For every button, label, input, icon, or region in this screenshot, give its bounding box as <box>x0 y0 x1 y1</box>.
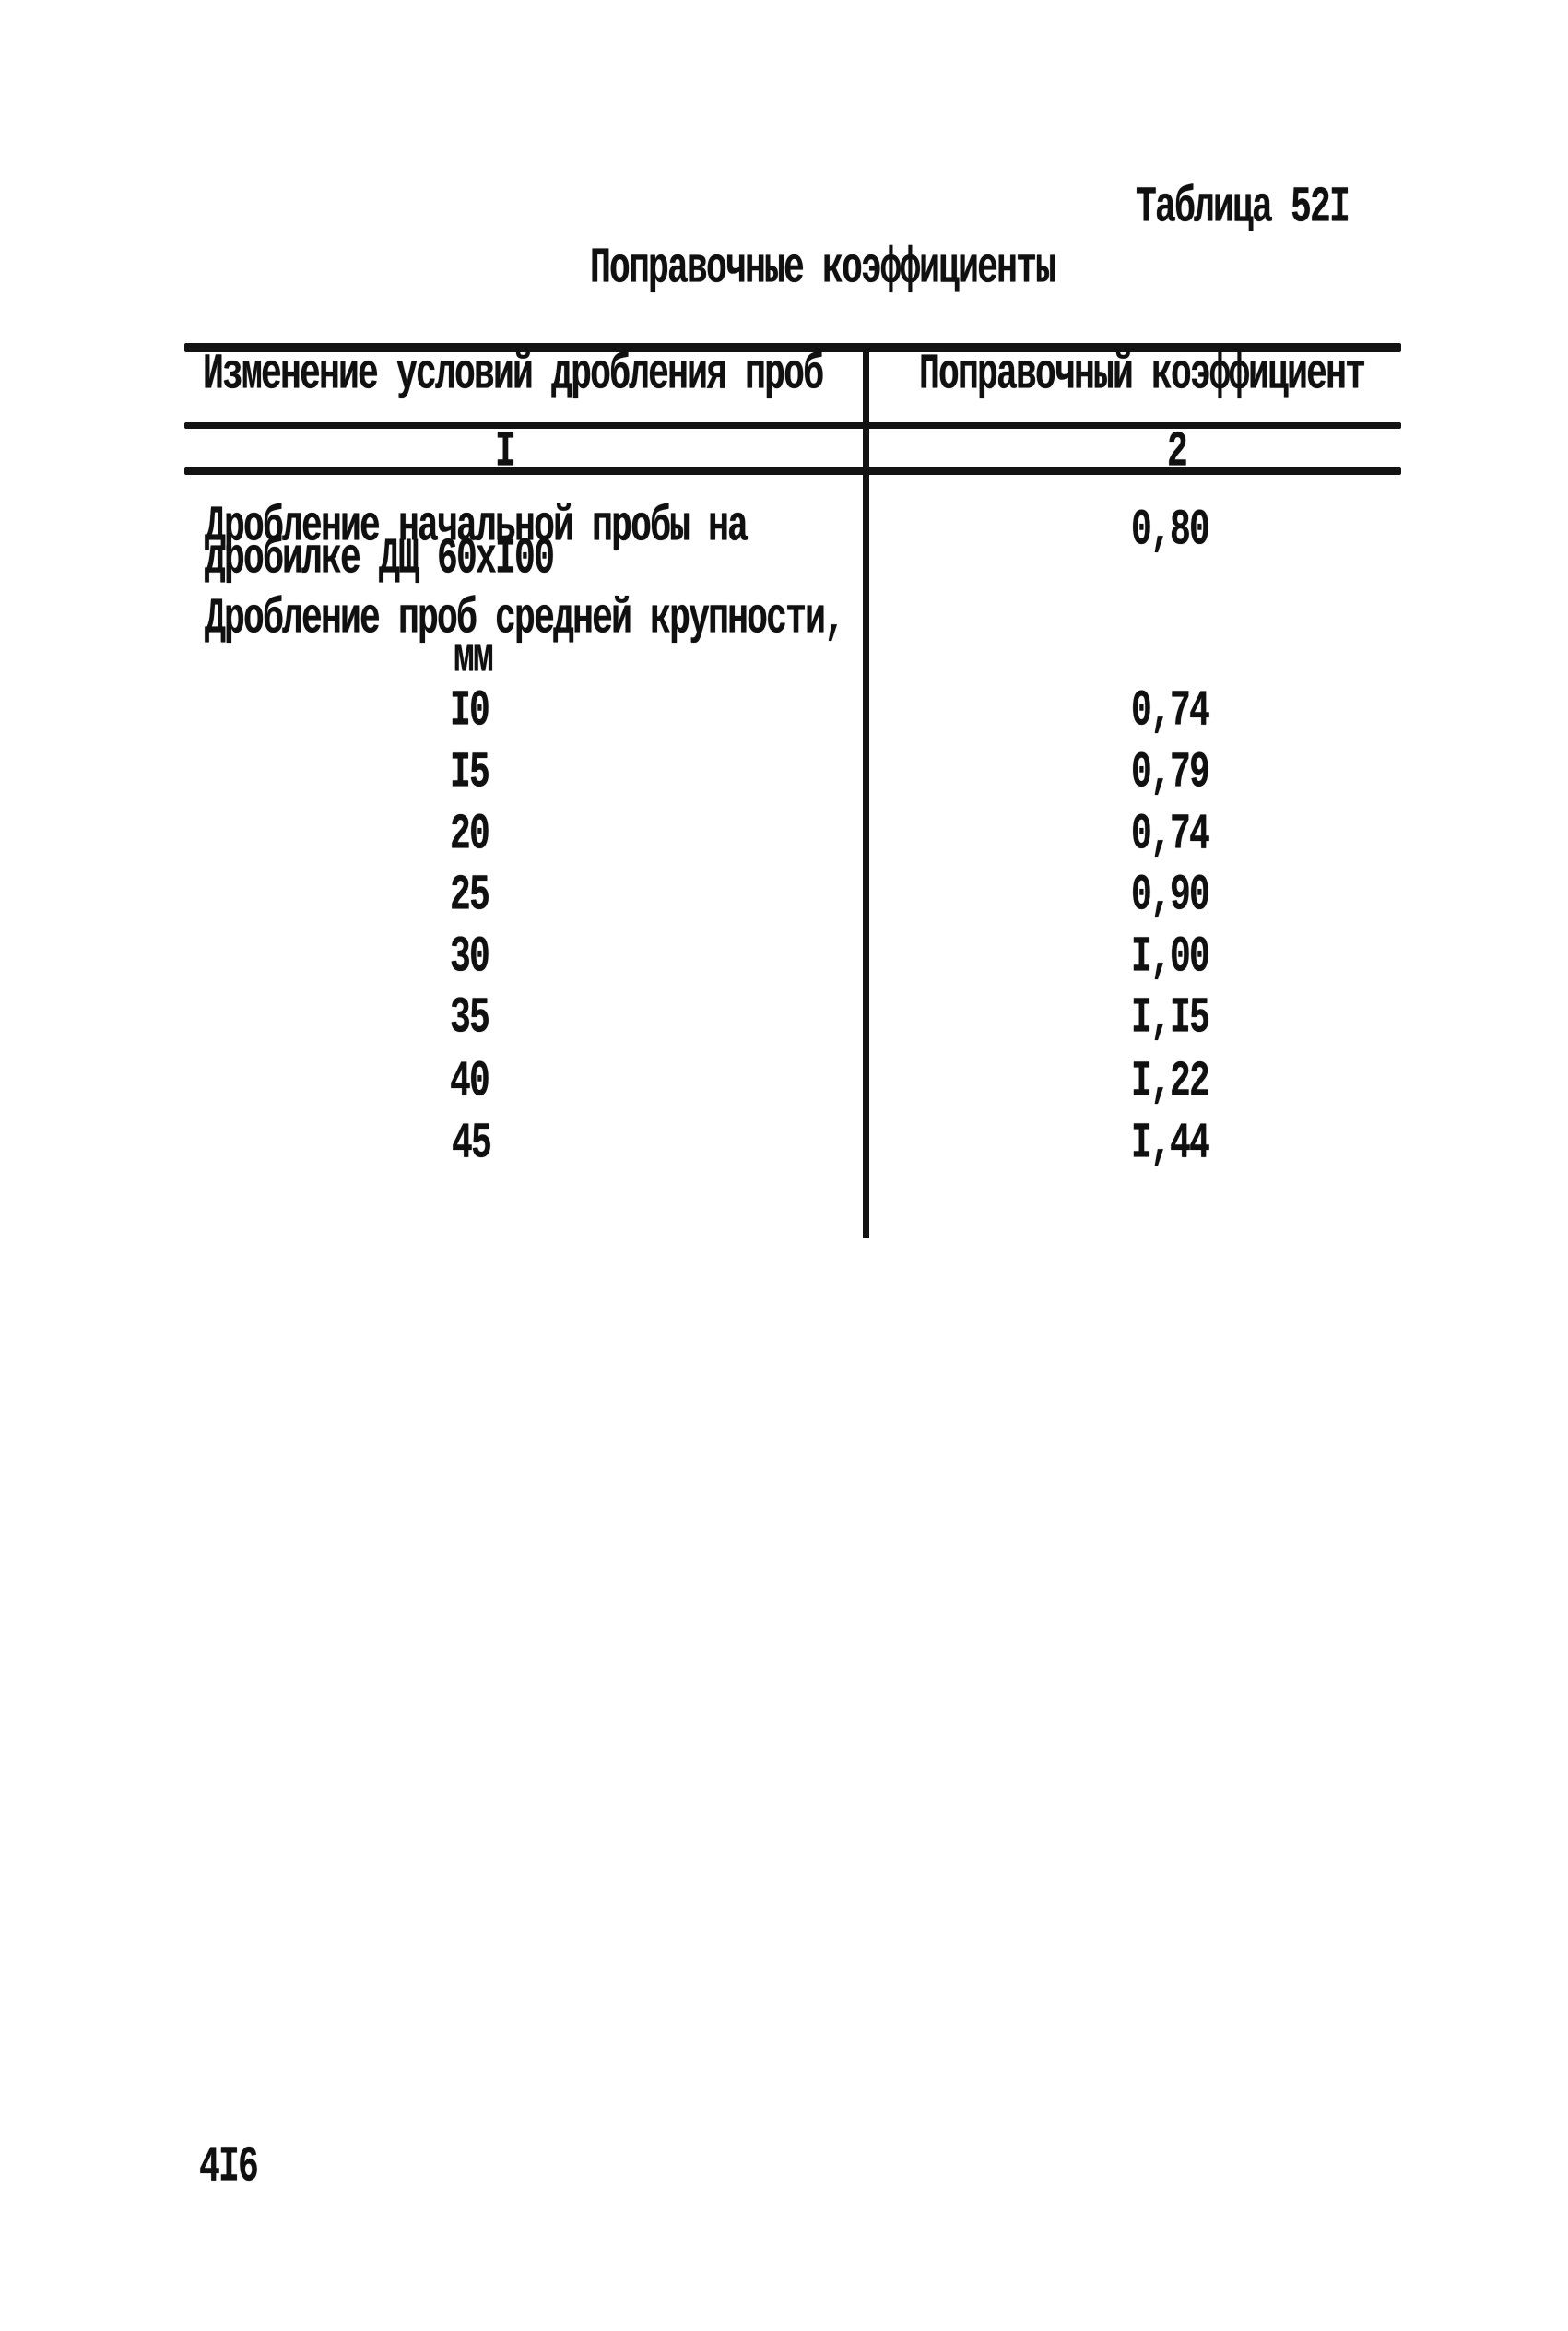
row-label-line2: мм <box>454 629 494 687</box>
row-size: 45 <box>452 1115 492 1173</box>
row-value: 0,90 <box>1131 867 1210 925</box>
table-top-border <box>184 343 1401 352</box>
table-colnum-divider <box>184 467 1401 475</box>
column-header-conditions: Изменение условий дробления проб <box>203 346 824 404</box>
document-title: Поправочные коэффициенты <box>590 240 1056 298</box>
row-value: 0,74 <box>1131 682 1210 740</box>
row-size: 20 <box>450 806 490 864</box>
row-label-line1: Дробление начальной пробы на <box>205 498 749 556</box>
row-size: 30 <box>450 929 490 987</box>
page-number: 4I6 <box>199 2138 259 2196</box>
row-size: I0 <box>450 682 490 740</box>
row-value: 0,74 <box>1131 806 1210 864</box>
row-value: I,22 <box>1131 1053 1210 1111</box>
table-caption: Таблица 52I <box>1136 179 1350 237</box>
column-number-2: 2 <box>1167 423 1188 481</box>
row-label-line1: Дробление проб средней крупности, <box>205 590 845 648</box>
row-size: 25 <box>450 867 490 925</box>
row-size: I5 <box>450 744 490 802</box>
row-value: 0,80 <box>1131 502 1210 560</box>
row-value: I,44 <box>1131 1115 1210 1173</box>
column-header-coefficient: Поправочный коэффициент <box>919 346 1366 404</box>
row-value: I,00 <box>1131 929 1210 987</box>
table-column-divider <box>863 343 869 1238</box>
table-header-divider <box>184 422 1401 429</box>
row-size: 35 <box>450 989 490 1047</box>
row-value: I,I5 <box>1131 989 1210 1047</box>
row-value: 0,79 <box>1131 744 1210 802</box>
row-label-line2: дробилке ДЩ 60хI00 <box>205 530 555 588</box>
row-size: 40 <box>450 1053 490 1111</box>
column-number-1: I <box>495 423 516 481</box>
